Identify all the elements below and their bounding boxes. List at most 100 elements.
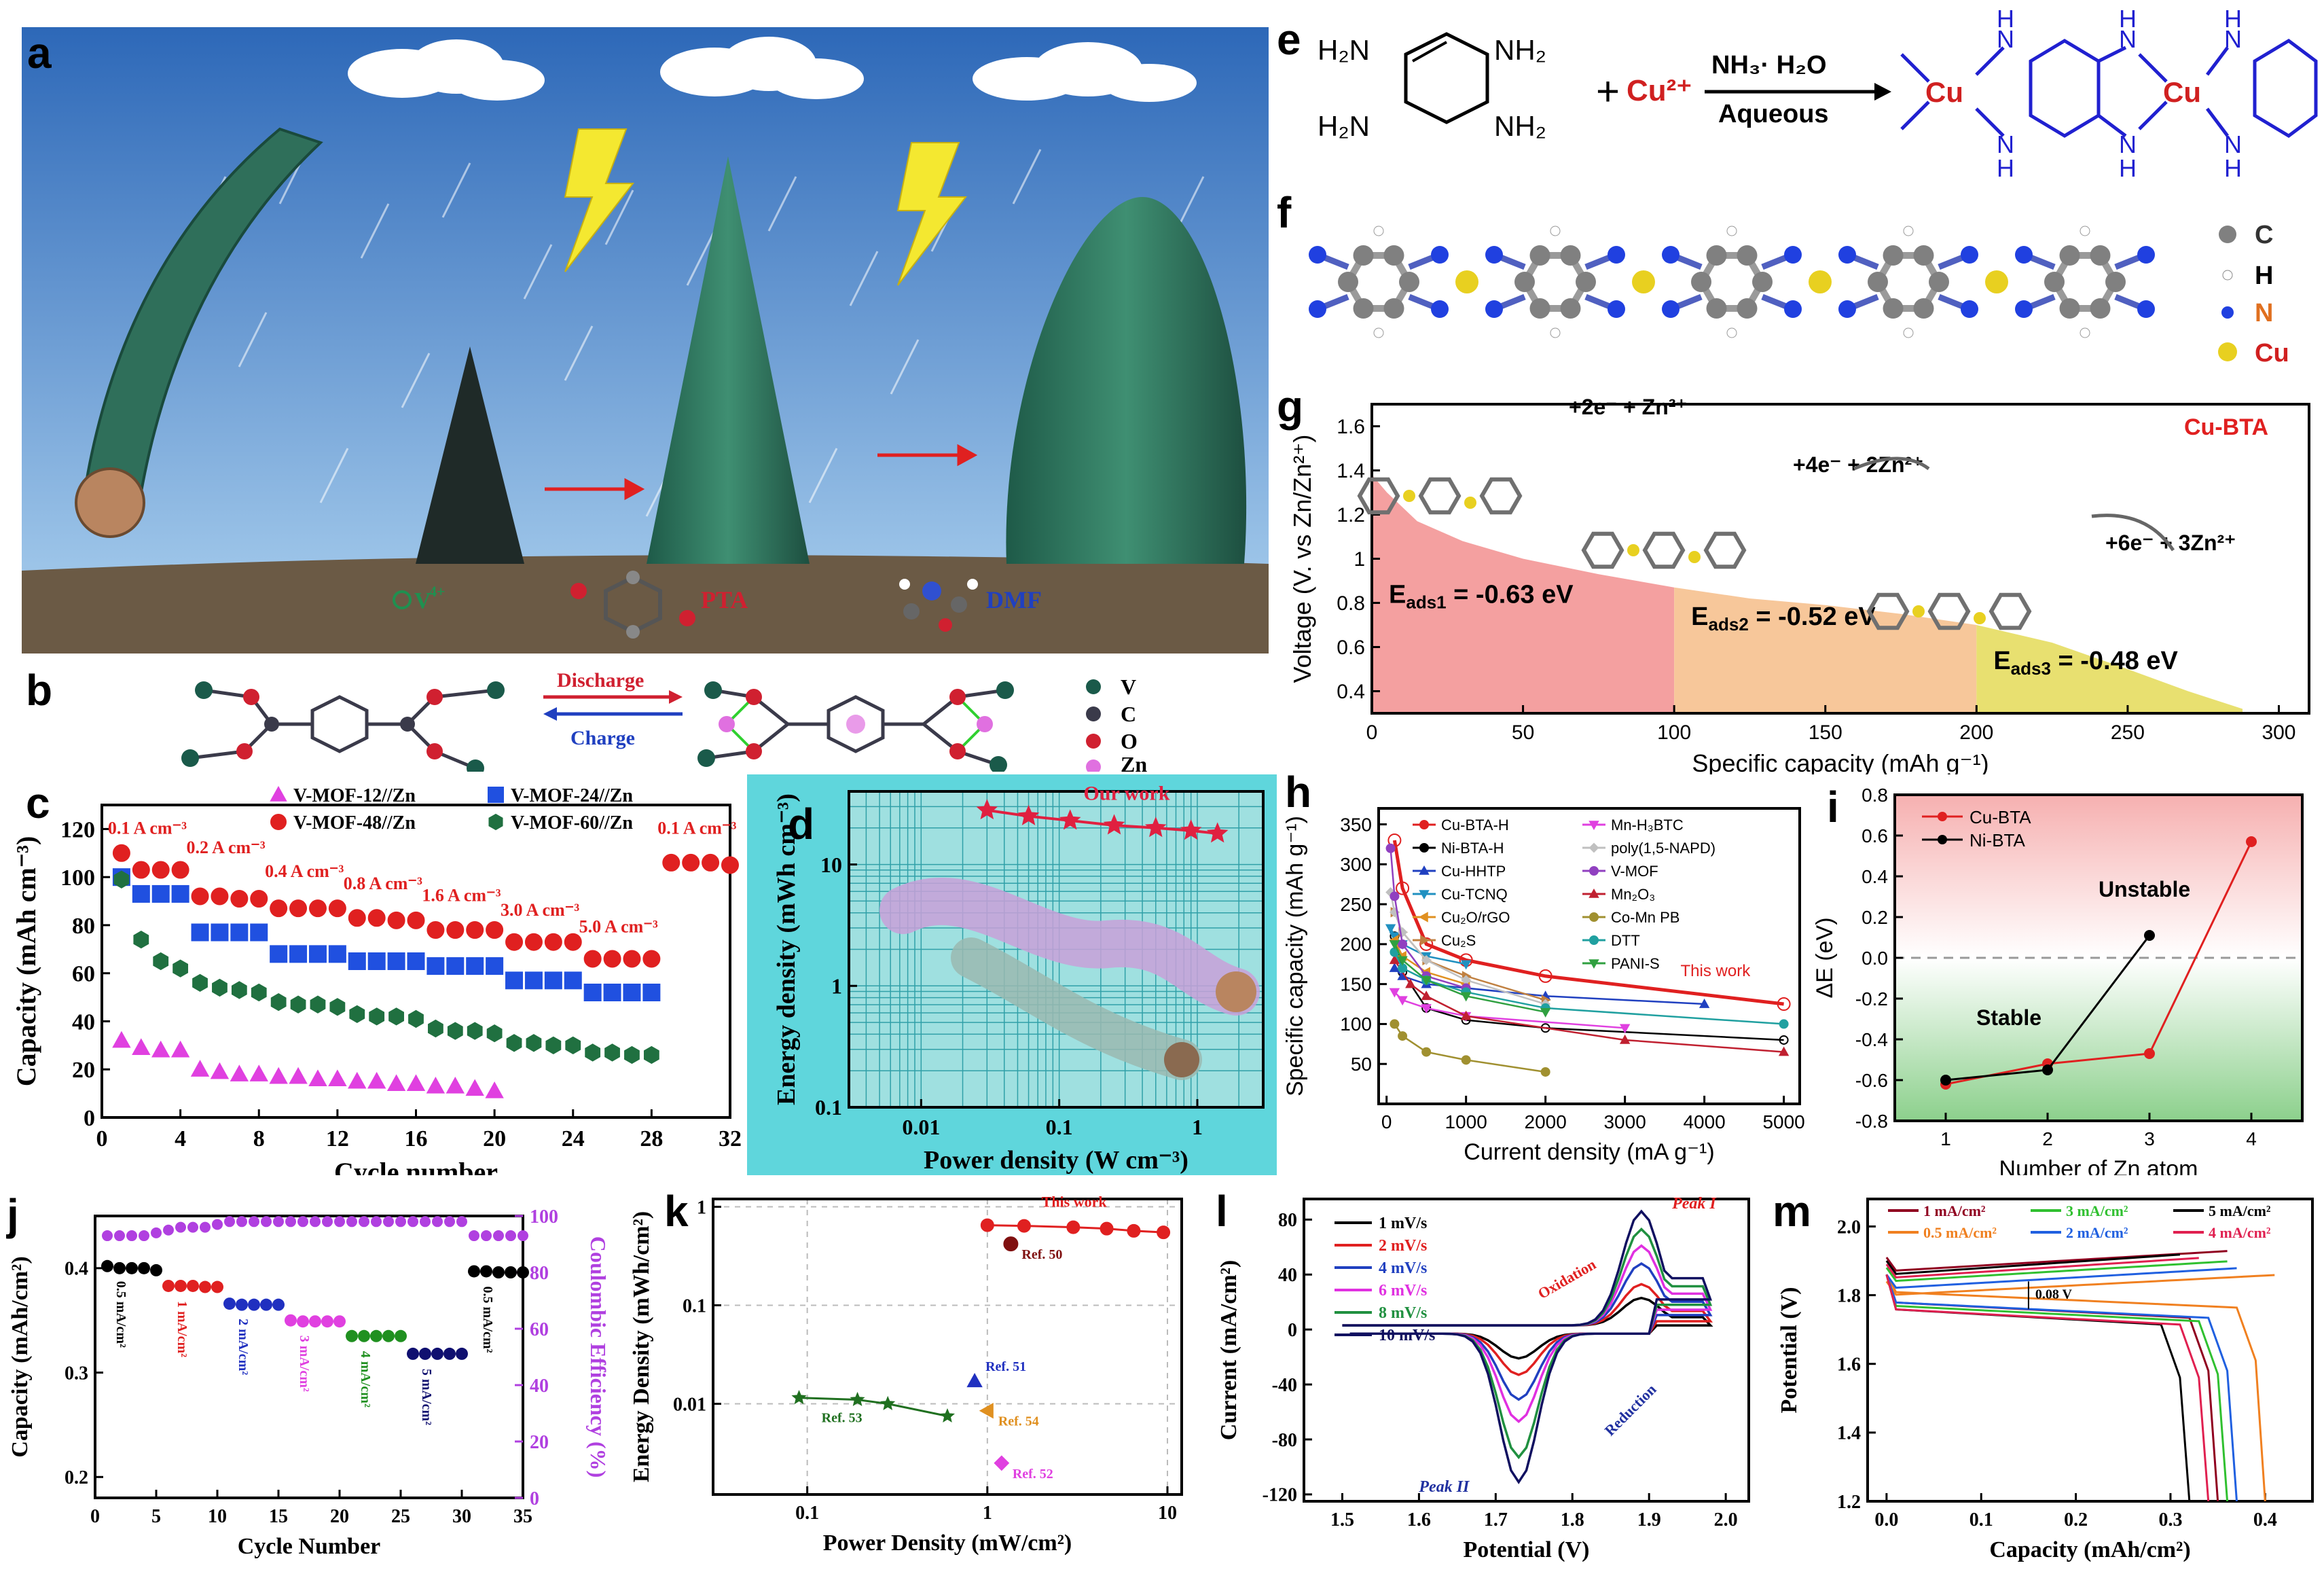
g-y-tick-label: 0.4 <box>1337 681 1365 703</box>
c-point <box>485 1081 504 1098</box>
n-atom <box>2015 300 2033 318</box>
h-atom <box>1726 327 1737 338</box>
c-point <box>348 952 366 970</box>
amine-bottom-right: NH₂ <box>1494 110 1546 142</box>
c-point <box>604 1043 620 1062</box>
h-point <box>1619 1034 1631 1044</box>
c-point <box>505 933 524 951</box>
molecule-left-atoms <box>181 681 505 772</box>
i-legend-marker <box>1938 812 1947 821</box>
h-atom <box>1550 327 1561 338</box>
panel-a: V 4+ PTA DMF <box>22 27 1269 653</box>
c-point <box>447 1022 463 1040</box>
c-point <box>367 1071 386 1089</box>
c-point <box>466 957 484 975</box>
c-legend-marker <box>488 813 503 831</box>
g-structure-ring <box>1927 592 1971 630</box>
m-x-tick-label: 0.3 <box>2158 1509 2182 1530</box>
c-point <box>170 1040 190 1058</box>
c-legend-label: V-MOF-12//Zn <box>293 785 416 806</box>
d-point <box>1144 817 1167 838</box>
h-legend-marker <box>1419 820 1429 829</box>
h-point <box>1419 937 1434 951</box>
m-charge-curve <box>1885 1253 2180 1275</box>
product-h-2: H <box>1997 154 2014 182</box>
product-n-1: N <box>1997 25 2014 53</box>
m-discharge-curve <box>1885 1274 2210 1502</box>
g-x-tick-label: 150 <box>1809 721 1842 744</box>
c-point <box>151 1040 170 1058</box>
molecule-left <box>189 688 496 770</box>
i-axes: 1 2 3 4 -0.8 -0.6 -0.4 -0.2 0.0 0.2 0.4 0.6 0.8 Numbe… <box>1812 785 2304 1175</box>
g-structure-ring <box>1357 477 1400 515</box>
amine-top-right: NH₂ <box>1494 34 1546 66</box>
k-x-tick-label: 10 <box>1158 1503 1177 1524</box>
c-point <box>132 861 150 879</box>
c-atom <box>1383 245 1404 266</box>
j-coulombic-point <box>359 1216 369 1228</box>
panel-label-l: l <box>1216 1187 1228 1236</box>
panel-label-e: e <box>1277 15 1301 64</box>
j-rate-label: 0.5 mA/cm² <box>480 1286 495 1353</box>
m-legend-label: 4 mA/cm² <box>2209 1224 2271 1241</box>
j-coulombic-point <box>505 1230 516 1242</box>
c-x-tick-label: 4 <box>175 1126 186 1151</box>
c-point <box>190 1060 210 1077</box>
g-y-tick-label: 1 <box>1354 548 1365 571</box>
m-x-tick-label: 0.4 <box>2253 1509 2277 1530</box>
c-atom <box>1883 245 1904 266</box>
h-legend-marker <box>1588 888 1599 898</box>
j-y2-tick-label: 0 <box>530 1488 539 1509</box>
k-x-tick-label: 1 <box>983 1503 992 1524</box>
m-x-tick-label: 0.0 <box>1874 1509 1898 1530</box>
j-coulombic-point <box>518 1230 528 1242</box>
n-atom <box>1784 300 1802 318</box>
c-series-0 <box>112 1031 504 1098</box>
c-series-2 <box>112 844 739 968</box>
h-annotation: This work <box>1681 962 1751 980</box>
i-stable-label: Stable <box>1976 1005 2041 1030</box>
j-segment-0: 0.5 mA/cm² <box>101 1259 162 1348</box>
c-point <box>329 998 346 1016</box>
c-point <box>290 995 306 1014</box>
legend-f-n: N <box>2255 299 2273 327</box>
h-legend-label: Cu-BTA-H <box>1441 817 1509 834</box>
i-y-tick-label: -0.8 <box>1855 1111 1888 1132</box>
d-wire-1 <box>879 878 1260 1016</box>
i-x-tick-label: 2 <box>2042 1128 2053 1149</box>
h-point <box>1779 1035 1789 1045</box>
m-legend-label: 1 mA/cm² <box>1923 1202 1986 1219</box>
d-x-tick-label: 0.1 <box>1046 1115 1073 1139</box>
j-coulombic-point <box>322 1216 333 1228</box>
c-point <box>388 1007 404 1026</box>
h-line <box>1394 959 1784 1053</box>
k-ref-marker <box>966 1373 983 1388</box>
j-segment-3: 3 mA/cm² <box>285 1314 346 1392</box>
panel-f-legend: C H N Cu <box>2218 221 2289 368</box>
m-series-3: 0.5 mA/cm² <box>1885 1224 2275 1502</box>
m-y-tick-label: 1.8 <box>1837 1285 1861 1306</box>
i-y-tick-label: -0.4 <box>1855 1029 1888 1050</box>
g-structure-cu <box>1912 605 1925 617</box>
product-h-1: H <box>1997 5 2014 33</box>
j-capacity-point <box>113 1261 126 1274</box>
m-gap-label: 0.08 V <box>2035 1287 2073 1302</box>
i-point <box>2144 1048 2155 1059</box>
d-point <box>1206 822 1229 843</box>
g-y-tick-label: 0.8 <box>1337 592 1365 615</box>
c-current-label: 0.2 A cm⁻³ <box>187 838 266 857</box>
h-atom <box>1373 226 1384 236</box>
c-point <box>386 1074 406 1092</box>
h-point <box>1619 1024 1631 1034</box>
d-point <box>1103 814 1125 835</box>
c-point <box>603 984 621 1001</box>
k-point <box>1017 1219 1031 1233</box>
h-legend-marker <box>1419 865 1430 875</box>
j-capacity-point <box>382 1329 395 1342</box>
legend-c: C <box>1121 702 1136 726</box>
h-x-tick-label: 5000 <box>1762 1111 1804 1132</box>
j-coulombic-point <box>493 1230 504 1242</box>
h-y-tick-label: 100 <box>1340 1014 1372 1035</box>
product-h-6: H <box>2224 154 2242 182</box>
h-point <box>1461 1055 1471 1065</box>
